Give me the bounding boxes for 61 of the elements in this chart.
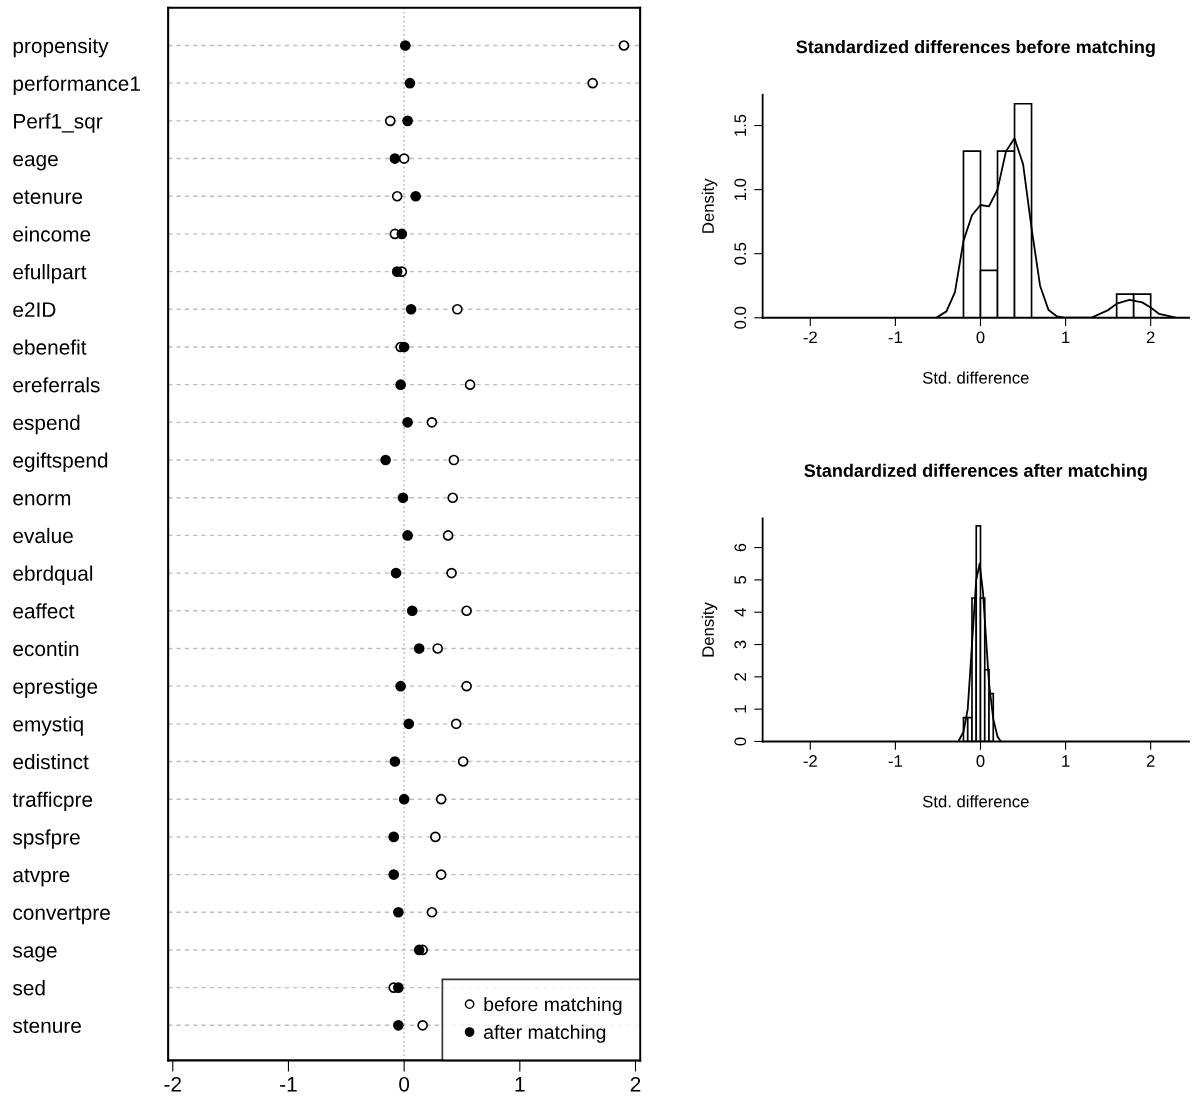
chart-title: Standardized differences before matching xyxy=(796,40,1155,57)
y-tick-label: eaffect xyxy=(13,603,75,619)
x-tick-label: 1 xyxy=(1062,755,1070,767)
x-tick-label: -2 xyxy=(164,1076,181,1092)
x-tick-label: 1 xyxy=(515,1077,525,1092)
y-tick-label: 1 xyxy=(734,705,746,713)
y-tick-label: eage xyxy=(13,154,58,171)
legend-label: before matching xyxy=(484,996,622,1016)
x-tick-label: -1 xyxy=(888,331,902,344)
y-tick-label: 1.0 xyxy=(734,178,747,200)
y-tick-label: spsfpre xyxy=(12,829,80,849)
x-tick-label: 2 xyxy=(630,1076,641,1092)
x-tick-label: 1 xyxy=(1062,331,1070,344)
x-tick-label: 0 xyxy=(399,1076,410,1092)
x-tick-label: 2 xyxy=(1146,755,1155,767)
y-tick-label: evalue xyxy=(13,527,73,544)
y-tick-label: ereferrals xyxy=(13,377,100,393)
y-tick-label: ebrdqual xyxy=(13,565,93,585)
y-tick-label: 2 xyxy=(734,673,746,681)
x-tick-label: 0 xyxy=(976,755,985,767)
y-tick-label: propensity xyxy=(13,37,109,58)
y-tick-label: convertpre xyxy=(13,906,110,925)
y-tick-label: 0.0 xyxy=(734,306,747,329)
x-axis-title: Std. difference xyxy=(922,371,1029,384)
y-tick-label: Perf1_sqr xyxy=(14,113,103,133)
y-tick-label: performance1 xyxy=(13,75,140,96)
y-tick-label: eprestige xyxy=(13,678,98,699)
x-tick-label: -1 xyxy=(888,755,902,767)
y-tick-label: edistinct xyxy=(13,753,89,770)
y-tick-label: 6 xyxy=(734,543,747,552)
x-axis-title: Std. difference xyxy=(922,795,1029,808)
y-tick-label: sed xyxy=(12,980,45,996)
y-tick-label: 4 xyxy=(734,608,746,617)
y-axis-title: Density xyxy=(701,602,718,657)
y-tick-label: e2ID xyxy=(13,302,56,318)
chart-title: Standardized differences after matching xyxy=(804,463,1147,481)
y-tick-label: eincome xyxy=(13,226,91,242)
y-axis-title: Density xyxy=(701,178,718,233)
y-tick-label: stenure xyxy=(12,1019,81,1034)
x-tick-label: -2 xyxy=(803,331,817,344)
x-tick-label: 0 xyxy=(976,331,985,344)
y-tick-label: espend xyxy=(13,414,80,435)
y-tick-label: econtin xyxy=(13,640,79,657)
y-tick-label: 0 xyxy=(734,737,747,746)
y-tick-label: 0.5 xyxy=(734,242,747,265)
y-tick-label: emystiq xyxy=(13,716,83,736)
y-tick-label: 5 xyxy=(734,575,747,584)
x-tick-label: 2 xyxy=(1146,331,1155,344)
y-tick-label: 1.5 xyxy=(734,114,747,136)
y-tick-label: atvpre xyxy=(13,868,70,887)
y-tick-label: sage xyxy=(12,946,57,962)
x-tick-label: -1 xyxy=(280,1077,297,1092)
y-tick-label: efullpart xyxy=(13,264,87,284)
legend-label: after matching xyxy=(484,1024,606,1043)
x-tick-label: -2 xyxy=(803,755,817,767)
y-tick-label: enorm xyxy=(13,494,71,506)
y-tick-label: 3 xyxy=(734,640,747,649)
y-tick-label: egiftspend xyxy=(13,452,108,472)
y-tick-label: ebenefit xyxy=(13,339,87,355)
y-tick-label: etenure xyxy=(13,190,83,204)
y-tick-label: trafficpre xyxy=(12,791,93,812)
